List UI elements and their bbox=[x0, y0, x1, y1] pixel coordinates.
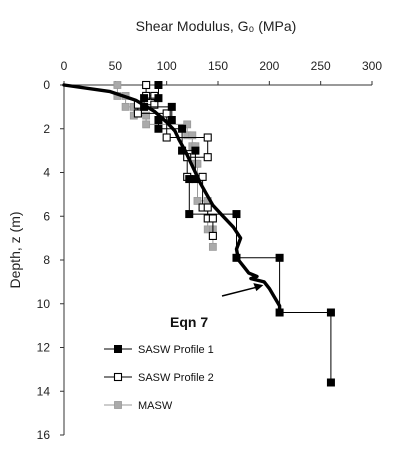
masw-point bbox=[193, 159, 202, 168]
y-tick-label: 16 bbox=[37, 428, 51, 442]
legend-item-sasw-profile-2: SASW Profile 2 bbox=[104, 372, 214, 384]
sasw-profile-1-point bbox=[326, 378, 335, 387]
sasw-profile-1-point bbox=[232, 210, 241, 219]
y-tick-label: 8 bbox=[43, 253, 50, 267]
masw-point bbox=[121, 102, 130, 111]
sasw-profile-1-point bbox=[232, 253, 241, 262]
eqn7-arrow-head bbox=[253, 283, 264, 292]
sasw-profile-2-point bbox=[208, 214, 217, 223]
sasw-profile-1-point bbox=[167, 102, 176, 111]
sasw-profile-1-point bbox=[326, 308, 335, 317]
legend-marker bbox=[114, 345, 122, 353]
eqn7-curve bbox=[62, 83, 282, 315]
y-tick-label: 2 bbox=[43, 122, 50, 136]
series-eqn-7 bbox=[62, 83, 282, 315]
masw-point bbox=[208, 242, 217, 251]
legend-item-masw: MASW bbox=[104, 400, 173, 412]
sasw-profile-2-point bbox=[162, 133, 171, 142]
x-tick-label: 50 bbox=[109, 59, 123, 73]
legend-item-sasw-profile-1: SASW Profile 1 bbox=[104, 344, 214, 356]
masw-point bbox=[142, 120, 151, 129]
masw-point bbox=[193, 197, 202, 205]
sasw-profile-1-line bbox=[143, 85, 332, 383]
series-sasw-profile-1 bbox=[140, 81, 335, 387]
sasw-profile-2-point bbox=[133, 109, 142, 118]
y-tick-label: 14 bbox=[37, 384, 51, 398]
x-tick-label: 0 bbox=[61, 59, 68, 73]
series-layer bbox=[62, 80, 335, 387]
masw-point bbox=[188, 131, 197, 140]
sasw-profile-1-point bbox=[185, 210, 194, 219]
sasw-profile-1-point bbox=[154, 94, 163, 103]
sasw-profile-2-point bbox=[203, 133, 212, 142]
eqn7-label: Eqn 7 bbox=[170, 314, 208, 330]
eqn7-arrow-line bbox=[221, 285, 260, 297]
annotation-layer: Eqn 7 bbox=[170, 283, 264, 330]
sasw-profile-1-point bbox=[185, 175, 194, 184]
sasw-profile-1-point bbox=[275, 308, 284, 317]
sasw-profile-1-point bbox=[178, 146, 187, 155]
sasw-profile-2-point bbox=[142, 80, 151, 90]
masw-point bbox=[142, 111, 151, 120]
x-tick-label: 100 bbox=[157, 59, 177, 73]
y-tick-label: 12 bbox=[37, 341, 51, 355]
masw-point bbox=[183, 120, 192, 129]
sasw-profile-1-point bbox=[154, 124, 163, 133]
legend-marker bbox=[113, 372, 123, 382]
sasw-profile-1-point bbox=[154, 81, 163, 89]
sasw-profile-2-point bbox=[150, 100, 159, 109]
legend-label: SASW Profile 1 bbox=[138, 344, 214, 356]
sasw-profile-1-point bbox=[191, 146, 200, 155]
y-axis-label: Depth, z (m) bbox=[7, 211, 23, 288]
x-tick-label: 200 bbox=[259, 59, 279, 73]
x-tick-label: 150 bbox=[208, 59, 228, 73]
y-tick-label: 4 bbox=[43, 166, 50, 180]
sasw-profile-1-point bbox=[140, 102, 149, 111]
sasw-profile-2-point bbox=[203, 203, 212, 212]
y-tick-label: 0 bbox=[43, 78, 50, 92]
legend-marker bbox=[114, 401, 122, 409]
y-tick-label: 10 bbox=[37, 297, 51, 311]
sasw-profile-1-point bbox=[275, 253, 284, 262]
sasw-profile-1-point bbox=[140, 94, 149, 103]
x-tick-label: 300 bbox=[362, 59, 382, 73]
masw-point bbox=[113, 81, 122, 89]
sasw-profile-2-point bbox=[208, 231, 217, 240]
legend: SASW Profile 1 SASW Profile 2 MASW bbox=[104, 344, 214, 412]
axes: 0 50 100 150 200 250 300 0 2 4 6 8 10 12 14 16 bbox=[37, 59, 383, 442]
legend-label: SASW Profile 2 bbox=[138, 372, 214, 384]
sasw-profile-1-point bbox=[154, 116, 163, 124]
sasw-profile-2-point bbox=[203, 153, 212, 162]
sasw-profile-1-point bbox=[167, 116, 176, 124]
chart-title: Shear Modulus, G₀ (MPa) bbox=[136, 18, 297, 34]
y-tick-label: 6 bbox=[43, 209, 50, 223]
sasw-profile-1-point bbox=[178, 124, 187, 133]
legend-label: MASW bbox=[138, 400, 173, 412]
x-tick-label: 250 bbox=[311, 59, 331, 73]
sasw-profile-2-point bbox=[162, 109, 171, 118]
